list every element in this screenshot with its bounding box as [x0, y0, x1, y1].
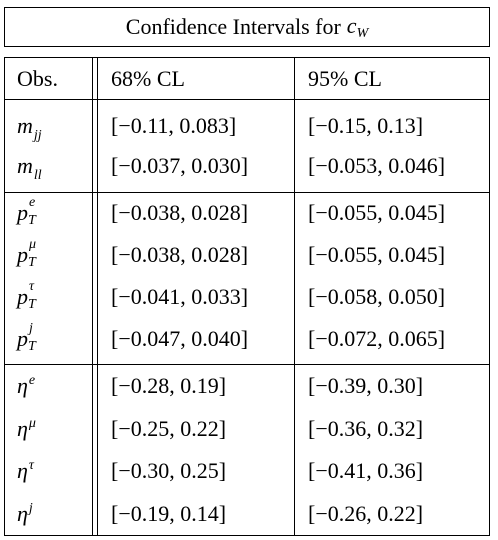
- header-divider: [5, 99, 489, 100]
- observable-symbol: m: [17, 113, 33, 138]
- interval-95-cl: [−0.058, 0.050]: [308, 284, 446, 309]
- interval-68-cl: [−0.28, 0.19]: [111, 373, 227, 398]
- observable-cell: mll: [17, 153, 42, 183]
- interval-68-cl: [−0.041, 0.033]: [111, 284, 249, 309]
- observable-symbol: p: [17, 242, 28, 267]
- observable-symbol: p: [17, 200, 28, 225]
- interval-95-cl: [−0.26, 0.22]: [308, 501, 424, 526]
- title-var-sub: W: [356, 25, 369, 41]
- column-divider-double-right: [97, 58, 98, 535]
- observable-symbol: η: [17, 373, 28, 398]
- observable-superscript: e: [29, 195, 36, 210]
- interval-95-cl: [−0.055, 0.045]: [308, 200, 446, 225]
- observable-superscript: e: [28, 373, 36, 388]
- column-divider: [294, 58, 295, 535]
- interval-68-cl: [−0.19, 0.14]: [111, 501, 227, 526]
- interval-68-cl: [−0.30, 0.25]: [111, 458, 227, 483]
- column-divider-double-left: [92, 58, 93, 535]
- interval-68-cl: [−0.037, 0.030]: [111, 153, 249, 178]
- table-title: Confidence Intervals for cW: [4, 7, 490, 47]
- observable-cell: mjj: [17, 113, 42, 143]
- observable-superscript: τ: [28, 458, 34, 473]
- observable-subscript: T: [28, 297, 36, 312]
- interval-95-cl: [−0.36, 0.32]: [308, 416, 424, 441]
- confidence-interval-table: Obs. 68% CL 95% CL mjj [−0.11, 0.083] [−0.…: [4, 57, 490, 536]
- observable-cell: ηe: [17, 373, 35, 403]
- observable-symbol: η: [17, 458, 28, 483]
- observable-superscript: j: [28, 501, 33, 516]
- section-divider-mass: [5, 192, 489, 193]
- interval-68-cl: [−0.038, 0.028]: [111, 200, 249, 225]
- interval-95-cl: [−0.39, 0.30]: [308, 373, 424, 398]
- header-95-cl: 95% CL: [308, 66, 382, 91]
- header-obs: Obs.: [17, 66, 58, 91]
- observable-symbol: p: [17, 326, 28, 351]
- interval-68-cl: [−0.038, 0.028]: [111, 242, 249, 267]
- section-divider-pt: [5, 364, 489, 365]
- observable-subscript: ll: [33, 168, 42, 183]
- observable-subscript: T: [28, 255, 36, 270]
- observable-cell: ημ: [17, 416, 36, 446]
- interval-95-cl: [−0.41, 0.36]: [308, 458, 424, 483]
- title-var-base: c: [346, 12, 357, 38]
- table-title-variable: cW: [347, 13, 368, 42]
- interval-95-cl: [−0.15, 0.13]: [308, 113, 424, 138]
- observable-superscript: j: [29, 321, 33, 336]
- interval-95-cl: [−0.053, 0.046]: [308, 153, 446, 178]
- header-68-cl: 68% CL: [111, 66, 185, 91]
- observable-subscript: T: [28, 339, 36, 354]
- interval-95-cl: [−0.055, 0.045]: [308, 242, 446, 267]
- observable-symbol: m: [17, 153, 33, 178]
- interval-95-cl: [−0.072, 0.065]: [308, 326, 446, 351]
- interval-68-cl: [−0.047, 0.040]: [111, 326, 249, 351]
- observable-subscript: jj: [33, 128, 42, 143]
- observable-symbol: η: [17, 501, 28, 526]
- table-title-text: Confidence Intervals for: [125, 14, 341, 39]
- observable-symbol: η: [17, 416, 28, 441]
- interval-68-cl: [−0.25, 0.22]: [111, 416, 227, 441]
- observable-subscript: T: [28, 213, 36, 228]
- observable-cell: ητ: [17, 458, 34, 488]
- observable-cell: ηj: [17, 501, 33, 531]
- observable-symbol: p: [17, 284, 28, 309]
- observable-superscript: μ: [28, 416, 36, 431]
- interval-68-cl: [−0.11, 0.083]: [111, 113, 237, 138]
- observable-superscript: μ: [29, 237, 37, 252]
- observable-superscript: τ: [29, 279, 35, 294]
